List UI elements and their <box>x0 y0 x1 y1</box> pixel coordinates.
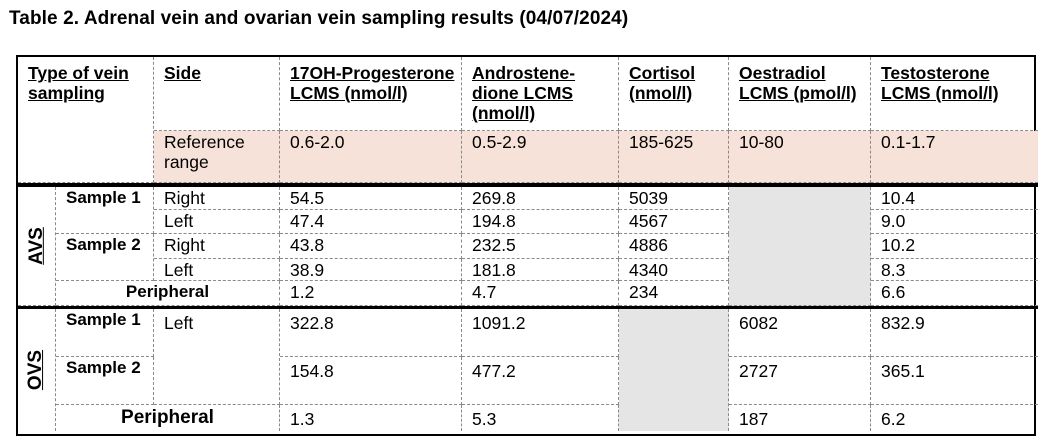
avs-s2-left-testosterone: 8.3 <box>871 259 1038 281</box>
header-cortisol: Cortisol (nmol/l) <box>619 57 729 131</box>
avs-s2-left-cortisol: 4340 <box>619 259 729 281</box>
ovs-sample-2-label: Sample 2 <box>56 357 154 405</box>
header-side: Side <box>154 57 280 131</box>
avs-s2-left-17oh: 38.9 <box>280 259 462 281</box>
avs-s2-side-left: Left <box>154 259 280 281</box>
avs-s1-right-17oh: 54.5 <box>280 187 462 210</box>
avs-s2-right-17oh: 43.8 <box>280 234 462 259</box>
reference-testosterone: 0.1-1.7 <box>871 131 1038 183</box>
avs-s2-left-andro: 181.8 <box>462 259 619 281</box>
results-table: Type of vein sampling Side 17OH-Progeste… <box>16 55 1038 436</box>
avs-s2-right-testosterone: 10.2 <box>871 234 1038 259</box>
ovs-s2-oestradiol: 2727 <box>729 357 871 405</box>
ovs-s1-andro: 1091.2 <box>462 309 619 357</box>
ovs-peripheral-andro: 5.3 <box>462 405 619 431</box>
avs-peripheral-cortisol: 234 <box>619 281 729 306</box>
ovs-cortisol-not-measured <box>619 309 729 431</box>
ovs-s1-oestradiol: 6082 <box>729 309 871 357</box>
avs-peripheral-testosterone: 6.6 <box>871 281 1038 306</box>
ovs-s2-17oh: 154.8 <box>280 357 462 405</box>
ovs-s1-17oh: 322.8 <box>280 309 462 357</box>
avs-section-label: AVS <box>18 187 56 306</box>
section-divider-ovs <box>18 306 1038 309</box>
avs-s1-left-testosterone: 9.0 <box>871 210 1038 234</box>
avs-sample-2-label: Sample 2 <box>56 234 154 281</box>
header-17oh-progesterone: 17OH-Progesterone LCMS (nmol/l) <box>280 57 462 131</box>
header-oestradiol: Oestradiol LCMS (pmol/l) <box>729 57 871 131</box>
ovs-peripheral-label: Peripheral <box>56 405 280 431</box>
ovs-s1-testosterone: 832.9 <box>871 309 1038 357</box>
header-androstenedione: Androstene-dione LCMS (nmol/l) <box>462 57 619 131</box>
ovs-sample-1-label: Sample 1 <box>56 309 154 357</box>
avs-s1-right-cortisol: 5039 <box>619 187 729 210</box>
header-type-of-vein-sampling: Type of vein sampling <box>18 57 154 183</box>
reference-androstenedione: 0.5-2.9 <box>462 131 619 183</box>
ovs-peripheral-17oh: 1.3 <box>280 405 462 431</box>
avs-s1-right-andro: 269.8 <box>462 187 619 210</box>
section-divider-avs <box>18 183 1038 187</box>
avs-s2-right-andro: 232.5 <box>462 234 619 259</box>
avs-sample-1-label: Sample 1 <box>56 187 154 234</box>
reference-oestradiol: 10-80 <box>729 131 871 183</box>
ovs-s2-testosterone: 365.1 <box>871 357 1038 405</box>
ovs-peripheral-testosterone: 6.2 <box>881 409 906 429</box>
avs-s1-left-17oh: 47.4 <box>280 210 462 234</box>
avs-oestradiol-not-measured <box>729 187 871 306</box>
table-title: Table 2. Adrenal vein and ovarian vein s… <box>9 8 629 29</box>
header-testosterone: Testosterone LCMS (nmol/l) <box>871 57 1038 131</box>
avs-s2-right-cortisol: 4886 <box>619 234 729 259</box>
avs-s1-side-left: Left <box>154 210 280 234</box>
avs-peripheral-andro: 4.7 <box>462 281 619 306</box>
ovs-section-label: OVS <box>18 309 56 431</box>
avs-peripheral-label: Peripheral <box>56 281 280 306</box>
ovs-side-left: Left <box>154 309 280 405</box>
ovs-s2-andro: 477.2 <box>462 357 619 405</box>
avs-s1-right-testosterone: 10.4 <box>871 187 1038 210</box>
reference-17oh-progesterone: 0.6-2.0 <box>280 131 462 183</box>
avs-s2-side-right: Right <box>154 234 280 259</box>
ovs-peripheral-oestradiol: 187 <box>729 405 871 431</box>
avs-s1-side-right: Right <box>154 187 280 210</box>
reference-cortisol: 185-625 <box>619 131 729 183</box>
avs-s1-left-cortisol: 4567 <box>619 210 729 234</box>
avs-s1-left-andro: 194.8 <box>462 210 619 234</box>
avs-peripheral-17oh: 1.2 <box>280 281 462 306</box>
reference-range-label: Reference range <box>154 131 280 183</box>
